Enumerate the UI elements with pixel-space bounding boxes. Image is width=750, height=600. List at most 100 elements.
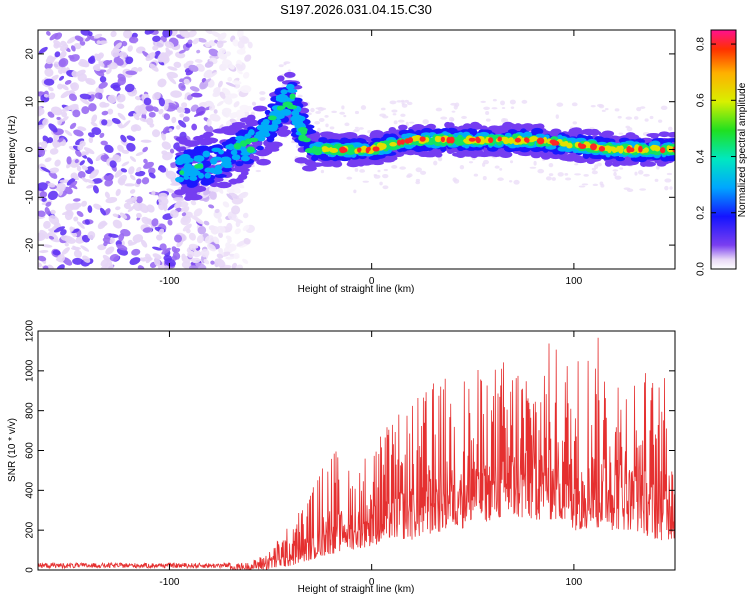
noise-blob xyxy=(112,219,123,229)
noise-blob xyxy=(117,73,126,82)
ridge-blob xyxy=(235,132,244,137)
noise-blob xyxy=(87,56,96,64)
noise-speck xyxy=(317,127,321,132)
noise-blob xyxy=(73,129,84,137)
noise-blob xyxy=(214,258,226,268)
noise-speck xyxy=(509,160,514,164)
noise-blob xyxy=(110,30,117,38)
ridge-blob xyxy=(289,93,296,100)
noise-speck xyxy=(592,183,599,187)
noise-blob xyxy=(45,201,52,207)
noise-speck xyxy=(509,180,513,183)
figure-title: S197.2026.031.04.15.C30 xyxy=(280,2,432,17)
noise-blob xyxy=(163,102,169,111)
noise-blob xyxy=(136,178,142,185)
noise-blob xyxy=(164,41,175,49)
noise-blob xyxy=(86,184,94,189)
noise-blob xyxy=(149,63,159,72)
noise-blob xyxy=(158,196,169,206)
noise-blob xyxy=(38,182,48,191)
noise-blob xyxy=(148,172,156,179)
ridge-blob xyxy=(256,145,264,151)
noise-blob xyxy=(152,45,159,51)
ridge-blob xyxy=(175,146,187,152)
noise-blob xyxy=(182,116,190,122)
noise-blob xyxy=(133,113,140,121)
ridge-blob xyxy=(400,139,405,145)
ridge-blob xyxy=(194,155,205,162)
noise-speck xyxy=(382,174,389,179)
noise-blob xyxy=(167,66,178,71)
noise-speck xyxy=(310,107,315,113)
noise-blob xyxy=(221,59,233,69)
noise-blob xyxy=(121,120,131,129)
noise-blob xyxy=(218,247,223,253)
ridge-blob xyxy=(668,154,675,160)
noise-blob xyxy=(203,259,210,265)
noise-speck xyxy=(640,106,646,109)
noise-speck xyxy=(259,98,265,102)
ridge-blob xyxy=(658,131,670,138)
noise-blob xyxy=(181,212,187,217)
noise-speck xyxy=(591,170,598,175)
noise-blob xyxy=(47,182,56,188)
noise-blob xyxy=(189,86,200,92)
noise-speck xyxy=(614,175,622,180)
noise-blob xyxy=(215,225,226,234)
noise-blob xyxy=(188,232,196,241)
ridge-blob xyxy=(302,165,317,172)
noise-speck xyxy=(399,166,406,170)
noise-speck xyxy=(433,160,438,166)
ridge-blob xyxy=(209,138,218,144)
noise-speck xyxy=(619,167,624,170)
ridge-blob xyxy=(210,157,218,165)
noise-speck xyxy=(352,129,360,133)
noise-blob xyxy=(168,128,173,132)
noise-blob xyxy=(158,97,166,107)
noise-blob xyxy=(158,228,165,235)
noise-blob xyxy=(183,107,191,114)
ridge-blob xyxy=(304,147,315,154)
noise-blob xyxy=(39,191,48,198)
noise-blob xyxy=(58,58,69,68)
noise-blob xyxy=(64,129,73,137)
noise-blob xyxy=(181,215,189,223)
noise-blob xyxy=(146,117,154,126)
noise-blob xyxy=(79,40,86,46)
noise-blob xyxy=(90,121,98,127)
noise-blob xyxy=(50,209,56,215)
noise-blob xyxy=(130,124,138,132)
noise-speck xyxy=(594,164,599,170)
ridge-blob xyxy=(440,136,446,143)
ridge-blob xyxy=(372,146,380,152)
noise-speck xyxy=(664,178,672,183)
noise-speck xyxy=(501,118,507,124)
noise-speck xyxy=(339,111,346,115)
noise-blob xyxy=(45,56,55,65)
noise-speck xyxy=(454,102,460,107)
noise-blob xyxy=(158,165,167,173)
ridge-blob xyxy=(187,165,194,171)
noise-speck xyxy=(664,185,669,191)
noise-blob xyxy=(48,123,58,133)
noise-blob xyxy=(242,258,249,264)
ridge-blob xyxy=(175,176,185,183)
noise-speck xyxy=(574,163,579,166)
noise-speck xyxy=(637,170,644,175)
noise-blob xyxy=(109,253,120,262)
x-tick-label: 100 xyxy=(566,276,583,287)
noise-blob xyxy=(126,196,138,205)
ridge-blob xyxy=(415,129,422,135)
noise-blob xyxy=(119,212,128,219)
noise-blob xyxy=(115,206,121,211)
noise-blob xyxy=(87,231,96,240)
noise-blob xyxy=(182,206,190,213)
noise-blob xyxy=(89,169,99,179)
noise-blob xyxy=(111,117,121,124)
noise-blob xyxy=(79,160,85,166)
noise-speck xyxy=(572,121,577,125)
noise-blob xyxy=(210,260,215,265)
noise-blob xyxy=(244,54,252,62)
noise-speck xyxy=(383,168,388,172)
noise-blob xyxy=(43,78,55,86)
